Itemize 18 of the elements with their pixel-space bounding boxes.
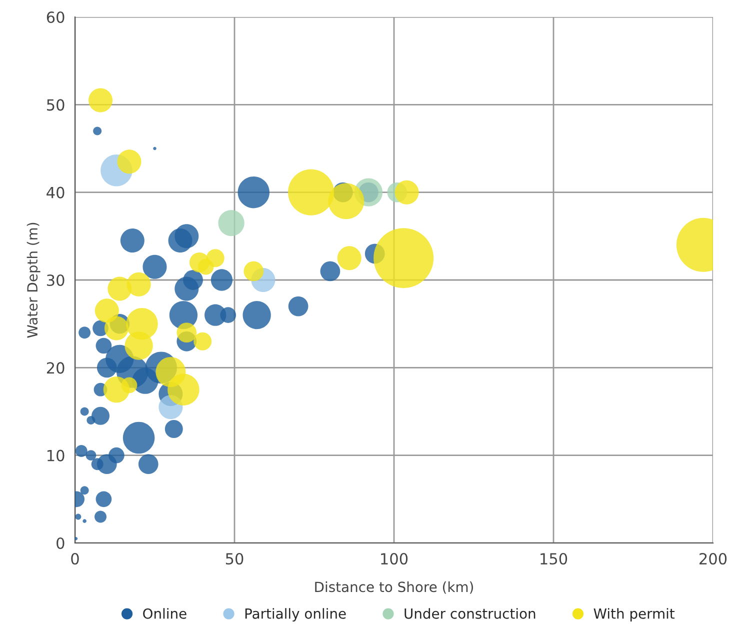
x-tick-label: 100 — [381, 552, 408, 565]
legend-label: With permit — [594, 608, 675, 622]
x-tick-label: 200 — [700, 552, 727, 565]
x-axis-title: Distance to Shore (km) — [315, 581, 473, 594]
legend-label: Partially online — [245, 608, 346, 622]
legend-label: Online — [143, 608, 186, 619]
x-tick-label: 50 — [226, 552, 244, 565]
y-tick-label: 10 — [48, 450, 64, 462]
y-axis-title: Water Depth (m) — [26, 222, 40, 338]
y-tick-label: 0 — [56, 537, 64, 550]
y-tick-label: 30 — [47, 274, 64, 286]
y-tick-label: 50 — [47, 99, 64, 111]
x-tick-label: 150 — [540, 552, 568, 565]
y-tick-label: 40 — [46, 186, 64, 198]
legend-label: Under construction — [404, 608, 536, 619]
y-tick-label: 20 — [46, 362, 64, 374]
y-tick-label: 60 — [46, 11, 64, 24]
x-tick-label: 0 — [71, 552, 79, 565]
